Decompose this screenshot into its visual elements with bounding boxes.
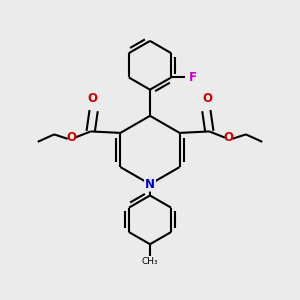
Text: O: O [87,92,97,105]
Text: N: N [145,178,155,191]
Text: O: O [66,131,76,144]
Text: F: F [189,71,197,84]
Text: CH₃: CH₃ [142,257,158,266]
Text: O: O [224,131,234,144]
Text: O: O [203,92,213,105]
